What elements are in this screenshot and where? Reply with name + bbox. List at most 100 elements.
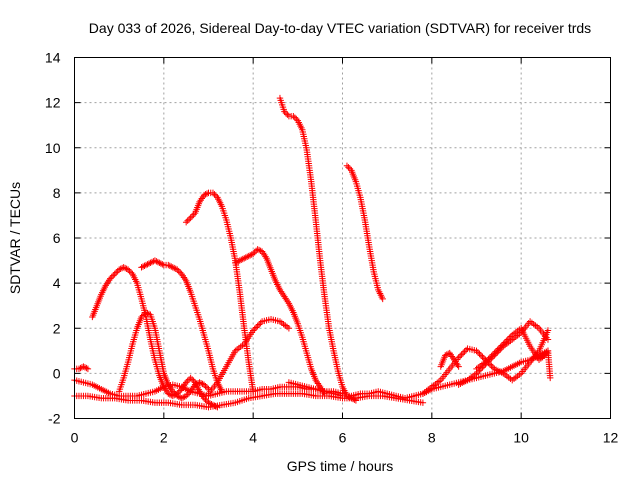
data-point-plus xyxy=(151,257,159,264)
data-point-plus xyxy=(345,393,352,400)
data-point-plus xyxy=(117,265,124,273)
data-point-plus xyxy=(157,260,165,267)
data-point-plus xyxy=(458,351,465,358)
y-tick-label: 14 xyxy=(45,50,61,66)
data-point-plus xyxy=(184,391,191,398)
data-point-plus xyxy=(84,365,92,373)
data-point-plus xyxy=(351,396,358,403)
data-point-plus xyxy=(212,192,220,200)
data-point-plus xyxy=(165,390,172,397)
data-point-plus xyxy=(483,357,491,364)
data-point-plus xyxy=(174,266,181,273)
data-point-plus xyxy=(165,261,172,269)
data-point-plus xyxy=(473,347,480,355)
data-point-plus xyxy=(190,377,197,385)
series-arc-e xyxy=(115,309,212,402)
data-point-plus xyxy=(343,162,351,169)
series-arc-q xyxy=(535,347,554,382)
data-point-plus xyxy=(245,252,252,260)
y-axis-label: SDTVAR / TECUs xyxy=(7,182,23,294)
data-point-plus xyxy=(249,388,257,395)
data-point-plus xyxy=(252,324,260,331)
data-point-plus xyxy=(282,109,290,117)
data-point-plus xyxy=(159,261,166,268)
y-tick-label: 10 xyxy=(45,140,61,156)
data-point-plus xyxy=(197,379,205,387)
axis-ticks: 0 2 4 6 8 10 12 -2 0 2 4 6 8 10 12 14 xyxy=(45,50,619,446)
data-point-plus xyxy=(455,354,462,361)
y-tick-label: 8 xyxy=(53,185,61,201)
data-point-plus xyxy=(537,353,544,361)
data-point-plus xyxy=(138,313,145,321)
data-point-plus xyxy=(503,337,510,345)
data-point-plus xyxy=(112,269,120,276)
data-point-plus xyxy=(187,214,194,221)
data-point-plus xyxy=(504,336,511,343)
data-point-plus xyxy=(126,267,133,275)
data-point-plus xyxy=(154,258,162,266)
data-point-plus xyxy=(200,381,208,388)
data-point-plus xyxy=(249,250,257,257)
data-point-plus xyxy=(139,263,147,270)
data-point-plus xyxy=(139,312,147,319)
data-point-plus xyxy=(206,400,214,407)
data-point-plus xyxy=(171,389,178,397)
data-point-plus xyxy=(254,246,261,253)
data-point-plus xyxy=(184,377,191,385)
data-point-plus xyxy=(346,394,354,401)
data-point-plus xyxy=(488,352,495,360)
data-point-plus xyxy=(488,362,495,370)
data-point-plus xyxy=(242,254,249,261)
x-tick-label: 2 xyxy=(160,430,168,446)
data-point-plus xyxy=(239,255,246,263)
data-point-plus xyxy=(492,348,500,355)
data-point-plus xyxy=(174,392,181,400)
data-point-plus xyxy=(144,261,151,268)
data-point-plus xyxy=(284,111,291,118)
data-point-plus xyxy=(291,114,299,121)
data-point-plus xyxy=(544,327,552,334)
data-point-plus xyxy=(209,401,217,409)
data-point-plus xyxy=(166,262,173,270)
data-point-plus xyxy=(214,404,221,411)
data-point-plus xyxy=(145,260,153,267)
y-tick-label: 6 xyxy=(53,230,61,246)
data-point-plus xyxy=(81,364,89,371)
data-point-plus xyxy=(489,351,497,358)
data-point-plus xyxy=(379,295,386,303)
data-point-plus xyxy=(142,309,150,316)
data-point-plus xyxy=(442,352,449,359)
series-arc-i xyxy=(205,316,293,397)
data-point-plus xyxy=(110,272,117,279)
data-point-plus xyxy=(156,259,163,267)
data-point-plus xyxy=(196,379,203,386)
data-point-plus xyxy=(202,396,209,403)
series-arc-h xyxy=(232,246,328,397)
data-point-plus xyxy=(491,349,498,357)
data-point-plus xyxy=(346,165,354,173)
chart-title: Day 033 of 2026, Sidereal Day-to-day VTE… xyxy=(89,20,591,36)
data-point-plus xyxy=(166,391,173,398)
series-arc-p xyxy=(437,349,462,370)
data-point-plus xyxy=(169,388,176,395)
data-point-plus xyxy=(188,212,196,220)
data-point-plus xyxy=(251,325,258,333)
data-point-plus xyxy=(218,388,226,395)
data-point-plus xyxy=(238,256,245,264)
data-point-plus xyxy=(185,215,193,223)
data-point-plus xyxy=(77,364,84,372)
data-point-plus xyxy=(212,403,220,410)
data-point-plus xyxy=(345,164,352,171)
data-point-plus xyxy=(190,211,197,218)
y-tick-label: -2 xyxy=(48,411,61,427)
data-point-plus xyxy=(482,358,489,366)
data-point-plus xyxy=(244,253,251,261)
data-point-plus xyxy=(455,363,462,370)
x-tick-label: 4 xyxy=(249,430,257,446)
data-point-plus xyxy=(254,322,261,330)
data-point-plus xyxy=(80,363,87,370)
data-point-plus xyxy=(205,399,212,406)
data-point-plus xyxy=(203,190,211,197)
data-point-plus xyxy=(203,384,211,391)
y-tick-label: 12 xyxy=(45,95,61,111)
